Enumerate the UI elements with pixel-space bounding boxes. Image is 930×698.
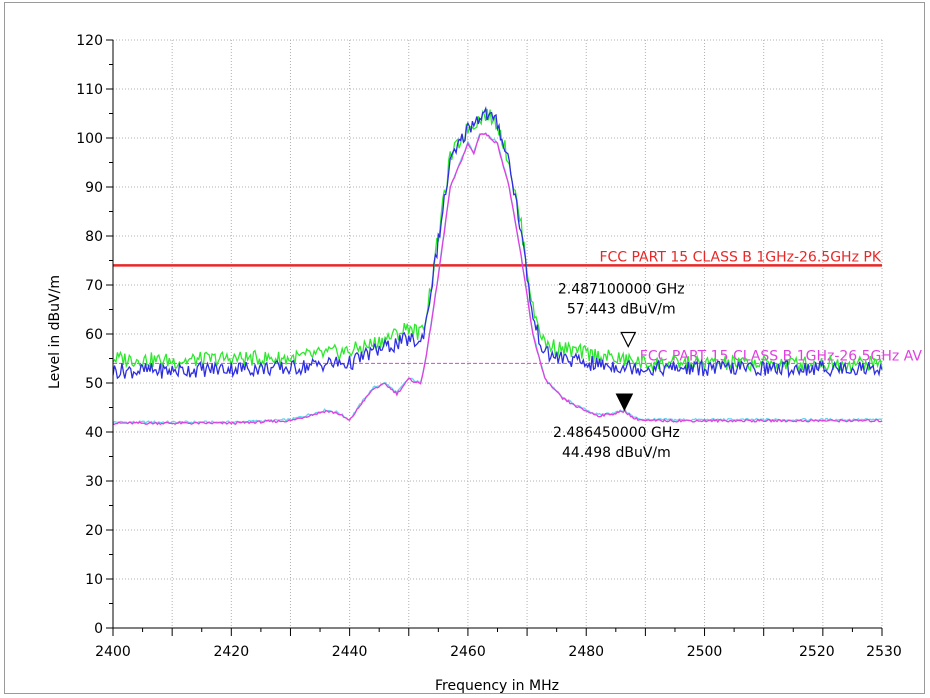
marker-open-triangle [620,331,637,348]
y-tick-label: 70 [85,278,103,294]
y-tick-label: 110 [76,82,103,98]
series-line-peak-blue [112,105,883,380]
x-tick-label: 2500 [687,644,723,660]
markers: 2.487100000 GHz 57.443 dBuV/m 2.486450000 … [553,282,685,461]
x-tick-label: 2440 [332,644,368,660]
series-line-avg-cyan [112,132,883,425]
marker-filled-triangle [615,393,634,412]
marker-frequency-label: 2.486450000 GHz [553,425,680,441]
series [112,105,883,426]
y-tick-label: 100 [76,131,103,147]
x-tick-label: 2530 [866,644,902,660]
marker-level-label: 44.498 dBuV/m [562,445,671,461]
x-axis-title: Frequency in MHz [435,678,559,694]
axes: 0 10 20 30 40 50 60 70 80 90 100 110 120 2400 2420 2440… [76,33,902,660]
x-tick-label: 2460 [450,644,486,660]
series-line-peak-green [112,108,883,374]
y-tick-label: 20 [85,523,103,539]
y-tick-label: 80 [85,229,103,245]
marker-frequency-label: 2.487100000 GHz [558,282,685,298]
marker-level-label: 57.443 dBuV/m [567,302,676,318]
x-tick-label: 2520 [799,644,835,660]
series-line-avg-magenta [112,132,883,426]
x-tick-label: 2480 [568,644,604,660]
limit-label-pk: FCC PART 15 CLASS B 1GHz-26.5GHz PK [599,249,881,265]
y-tick-label: 40 [85,425,103,441]
x-tick-label: 2420 [213,644,249,660]
y-tick-label: 30 [85,474,103,490]
y-tick-label: 60 [85,327,103,343]
y-tick-label: 50 [85,376,103,392]
y-tick-label: 0 [94,621,103,637]
y-tick-label: 120 [76,33,103,49]
y-tick-label: 10 [85,572,103,588]
x-tick-label: 2400 [95,644,131,660]
y-tick-label: 90 [85,180,103,196]
y-axis-title: Level in dBuV/m [47,275,63,389]
